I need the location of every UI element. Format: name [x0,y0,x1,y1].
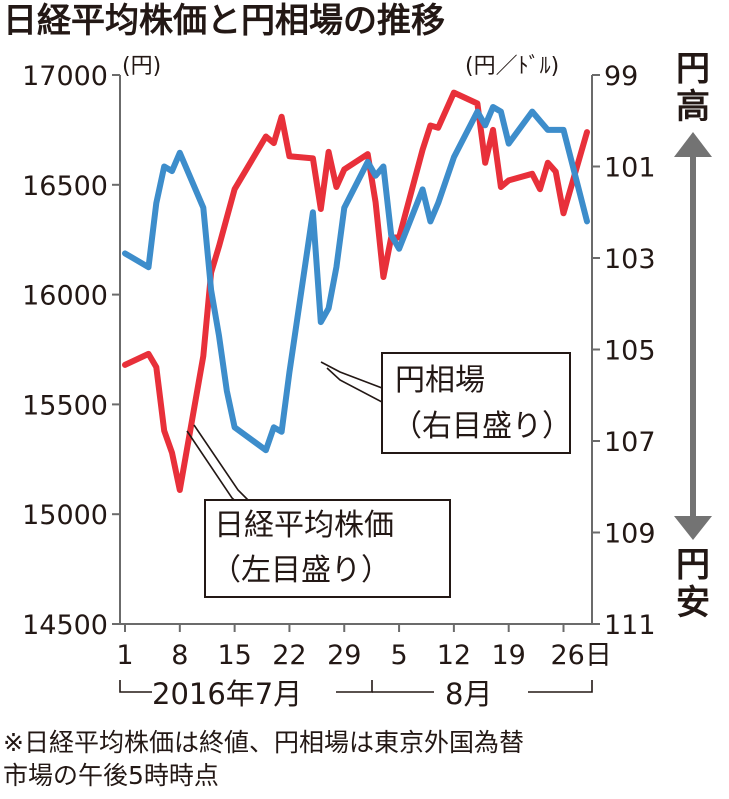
left-tick-label: 16000 [22,281,108,312]
right-tick-label: 105 [604,336,656,367]
nikkei-label-line1: 日経平均株価 [214,508,394,543]
right-tick-label: 101 [604,153,656,184]
yen-series-line [122,104,590,454]
side-label-top-1: 円 [676,49,710,89]
right-tick-label: 103 [604,244,656,275]
x-tick-label: 12 [437,640,471,671]
left-tick-label: 14500 [22,610,108,641]
yen-label-line1: 円相場 [395,363,485,398]
right-tick-label: 107 [604,427,656,458]
x-tick-label: 22 [272,640,306,671]
left-tick-label: 15000 [22,500,108,531]
x-tick-label: 29 [327,640,361,671]
august-period-label: 8月 [445,677,492,711]
side-label-top-2: 高 [676,87,710,127]
x-tick-label: 8 [171,640,188,671]
x-tick-label: 1 [116,640,133,671]
nikkei-callout-leader [193,424,249,501]
yen-callout-leader [320,361,383,389]
yen-callout-leader-2 [326,367,383,403]
yen-label-box [381,352,571,454]
x-tick-label: 15 [217,640,251,671]
yen-label-line2: （右目盛り） [392,409,572,444]
chart-title: 日経平均株価と円相場の推移 [3,1,445,41]
side-label-bottom-1: 円 [676,545,710,585]
nikkei-label-box [204,499,451,598]
callout-leaders [186,361,383,513]
footnote-line2: 市場の午後5時時点 [3,761,219,790]
left-axis-unit: (円) [122,54,161,79]
right-axis-ticks: 99 101 103 105 107 109 111 [592,61,656,641]
right-axis-unit: (円／ﾄﾞﾙ) [465,54,559,79]
right-tick-label: 111 [604,610,656,641]
left-tick-label: 16500 [22,171,108,202]
right-tick-label: 99 [604,61,638,92]
x-tick-label: 5 [390,640,407,671]
left-tick-label: 17000 [22,61,108,92]
x-tick-label: 26日 [551,640,612,671]
side-label-bottom-2: 安 [676,583,710,623]
nikkei-label-line2: （左目盛り） [211,553,391,588]
x-axis-ticks: 1 8 15 22 29 5 12 19 26日 [116,624,612,671]
footnote-line1: ※日経平均株価は終値、円相場は東京外国為替 [3,728,524,757]
left-axis-ticks: 14500 15000 15500 16000 16500 17000 [22,61,120,641]
series-layer [122,89,590,493]
period-brackets [119,680,593,693]
left-tick-label: 15500 [22,390,108,421]
right-tick-label: 109 [604,519,656,550]
nikkei-series-line [122,89,590,493]
july-period-label: 2016年7月 [152,677,302,711]
direction-arrow [674,132,712,540]
x-tick-label: 19 [492,640,526,671]
